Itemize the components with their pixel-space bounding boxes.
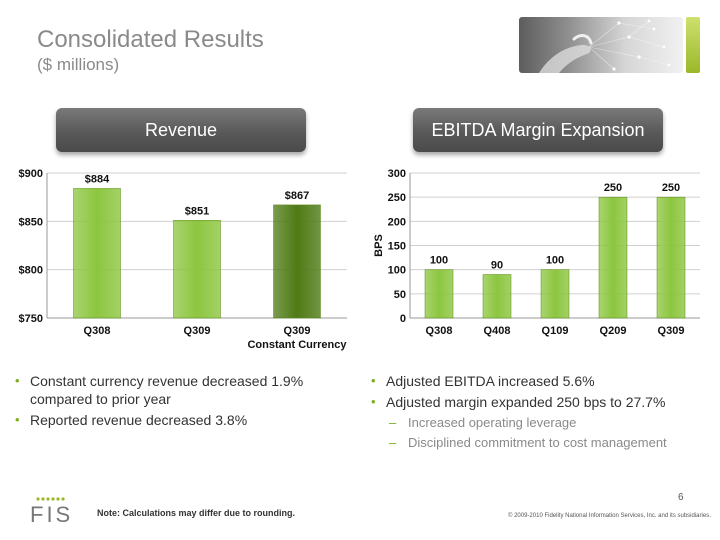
x-tick-label: Q308 — [426, 325, 453, 337]
bar — [424, 269, 454, 319]
y-tick-label: 300 — [388, 168, 406, 180]
page-subtitle: ($ millions) — [37, 55, 120, 74]
bullet-dot-icon: • — [371, 373, 376, 388]
y-tick-label: 250 — [388, 192, 406, 204]
x-tick-sublabel: Constant Currency — [247, 339, 347, 351]
ebitda-header: EBITDA Margin Expansion — [413, 108, 663, 152]
bar — [598, 196, 628, 319]
y-tick-label: $900 — [19, 168, 43, 180]
ebitda-bullets: • Adjusted EBITDA increased 5.6% • Adjuste… — [371, 372, 701, 454]
y-tick-label: $850 — [19, 216, 43, 228]
bar — [482, 274, 512, 319]
x-tick-label: Q109 — [542, 325, 569, 337]
data-label: 250 — [662, 182, 680, 194]
x-tick-label: Q309 — [284, 325, 311, 337]
revenue-header: Revenue — [56, 108, 306, 152]
data-label: $884 — [85, 173, 110, 185]
ebitda-chart: 050100150200250300BPS100Q30890Q408100Q10… — [373, 168, 700, 337]
bar — [73, 188, 121, 319]
data-label: 100 — [430, 255, 448, 267]
dash-icon: – — [389, 415, 397, 430]
bullet-dot-icon: • — [15, 412, 20, 427]
data-label: 90 — [491, 260, 503, 272]
dash-icon: – — [389, 435, 397, 450]
data-label: $867 — [285, 190, 309, 202]
bar — [273, 204, 321, 319]
x-tick-label: Q209 — [600, 325, 627, 337]
y-tick-label: $750 — [19, 313, 43, 325]
bar — [540, 269, 570, 319]
x-tick-label: Q309 — [658, 325, 685, 337]
data-label: $851 — [185, 205, 209, 217]
ebitda-sub-bullet-2: – Disciplined commitment to cost manageme… — [389, 435, 667, 450]
page-number: 6 — [678, 492, 684, 503]
ebitda-bullet-1: • Adjusted EBITDA increased 5.6% — [371, 373, 595, 389]
y-tick-label: $800 — [19, 265, 43, 277]
revenue-bullets: • Constant currency revenue decreased 1.9… — [15, 372, 335, 432]
accent-strip — [686, 17, 700, 73]
y-tick-label: 50 — [394, 289, 406, 301]
bullet-dot-icon: • — [371, 394, 376, 409]
y-tick-label: 0 — [400, 313, 406, 325]
bar — [173, 220, 221, 319]
bar — [656, 196, 686, 319]
copyright: © 2009-2010 Fidelity National Informatio… — [508, 513, 711, 519]
page-title: Consolidated Results — [37, 26, 264, 53]
y-tick-label: 200 — [388, 216, 406, 228]
y-tick-label: 150 — [388, 241, 406, 253]
footnote: Note: Calculations may differ due to rou… — [97, 508, 296, 518]
data-label: 100 — [546, 255, 564, 267]
revenue-chart: $750 $800 $850 $900 $884 Q308 $851 Q309 $867 Q309… — [19, 168, 348, 351]
revenue-bullet-2: • Reported revenue decreased 3.8% — [15, 412, 248, 428]
hand-network-photo-icon — [519, 17, 683, 73]
revenue-bullet-1: • Constant currency revenue decreased 1.9… — [15, 373, 304, 407]
data-label: 250 — [604, 182, 622, 194]
y-tick-label: 100 — [388, 265, 406, 277]
ebitda-bullet-2: • Adjusted margin expanded 250 bps to 27.… — [371, 394, 666, 410]
x-tick-label: Q309 — [184, 325, 211, 337]
svg-text:FIS: FIS — [30, 502, 73, 526]
fis-logo: FIS — [28, 496, 88, 531]
y-axis-title: BPS — [373, 234, 385, 257]
ebitda-sub-bullet-1: – Increased operating leverage — [389, 415, 577, 430]
bullet-dot-icon: • — [15, 373, 20, 388]
x-tick-label: Q308 — [84, 325, 111, 337]
x-tick-label: Q408 — [484, 325, 511, 337]
